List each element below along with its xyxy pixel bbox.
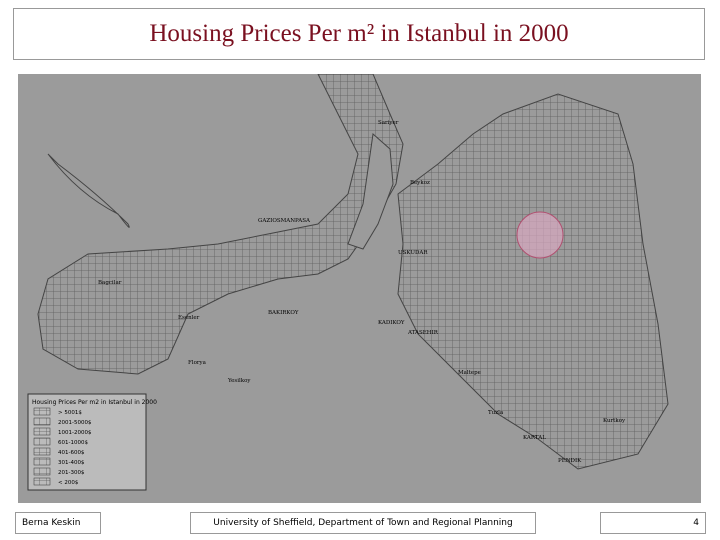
map-label: Yesilkoy bbox=[227, 378, 251, 384]
map-label: Bagcilar bbox=[98, 280, 122, 286]
legend-swatch bbox=[33, 477, 51, 486]
european-side bbox=[37, 74, 404, 375]
coastline bbox=[47, 153, 130, 228]
map-label: USKUDAR bbox=[398, 250, 428, 256]
map: GAZIOSMANPASA Sariyer Beykoz Bagcilar Esenle… bbox=[18, 74, 701, 503]
slide-title: Housing Prices Per m² in Istanbul in 200… bbox=[13, 8, 705, 60]
map-label: Sariyer bbox=[378, 120, 399, 126]
legend-swatch bbox=[33, 407, 51, 416]
footer-institution: University of Sheffield, Department of T… bbox=[190, 512, 536, 534]
map-label: Kurtkoy bbox=[603, 418, 626, 424]
legend-entry: 401-600$ bbox=[58, 450, 85, 456]
footer-author: Berna Keskin bbox=[15, 512, 101, 534]
map-label: KADIKOY bbox=[378, 320, 405, 326]
legend-swatch bbox=[33, 447, 51, 456]
legend-entry: 1001-2000$ bbox=[58, 430, 92, 436]
map-label: GAZIOSMANPASA bbox=[258, 218, 311, 224]
map-label: Beykoz bbox=[410, 180, 430, 186]
legend-entry: > 5001$ bbox=[58, 410, 82, 416]
map-label: Tuzla bbox=[488, 410, 504, 416]
footer-page: 4 bbox=[600, 512, 706, 534]
legend-entry: 601-1000$ bbox=[58, 440, 88, 446]
map-label: PENDIK bbox=[558, 458, 582, 464]
map-label: KARTAL bbox=[523, 435, 546, 441]
map-label: ATASEHIR bbox=[407, 330, 439, 336]
legend-swatch bbox=[33, 437, 51, 446]
highlight-circle bbox=[516, 211, 564, 259]
legend-swatch bbox=[33, 467, 51, 476]
map-label: Esenler bbox=[178, 315, 200, 321]
map-label: Maltepe bbox=[458, 370, 481, 376]
asian-side bbox=[397, 93, 669, 470]
legend-entry: 201-300$ bbox=[58, 470, 85, 476]
legend-swatch bbox=[33, 417, 51, 426]
bosphorus bbox=[347, 133, 394, 250]
legend-title: Housing Prices Per m2 in Istanbul in 200… bbox=[32, 399, 157, 406]
legend-entry: < 200$ bbox=[58, 480, 79, 486]
legend-entry: 2001-5000$ bbox=[58, 420, 92, 426]
legend-swatch bbox=[33, 457, 51, 466]
legend-swatch bbox=[33, 427, 51, 436]
map-label: Florya bbox=[188, 360, 207, 366]
map-label: BAKIRKOY bbox=[268, 310, 299, 316]
legend-entry: 301-400$ bbox=[58, 460, 85, 466]
